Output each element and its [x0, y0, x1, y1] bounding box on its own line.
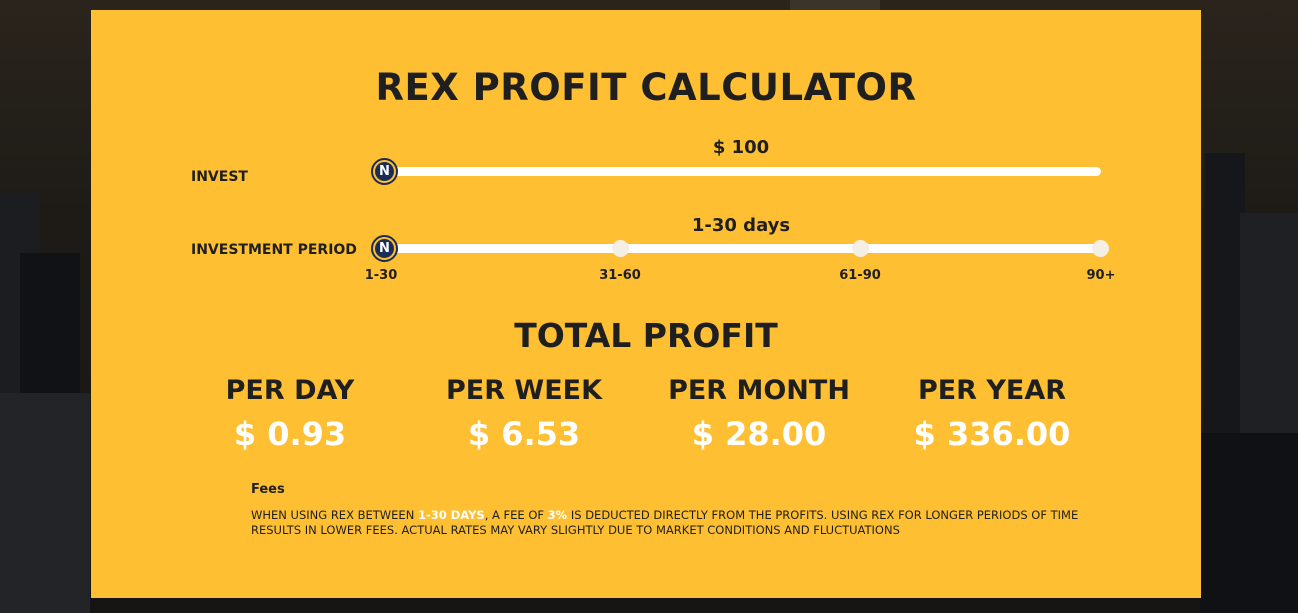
profit-period-label: PER DAY: [225, 375, 355, 406]
thumb-logo-icon: N: [375, 162, 394, 181]
profit-per-week: PER WEEK $ 6.53: [404, 374, 644, 456]
profit-per-day: PER DAY $ 0.93: [170, 374, 410, 456]
profit-period-label: PER WEEK: [445, 375, 602, 406]
profit-period-label: PER MONTH: [668, 375, 850, 406]
period-stop-31-60[interactable]: [612, 240, 629, 257]
profit-period-value: $ 28.00: [691, 415, 827, 453]
profit-period-value: $ 0.93: [233, 415, 347, 453]
fees-highlight-days: 1-30 days: [417, 508, 485, 522]
invest-slider-track[interactable]: [385, 167, 1101, 176]
invest-slider-thumb[interactable]: N: [371, 158, 398, 185]
calculator-card: REX PROFIT CALCULATOR INVEST $ 100 N INV…: [91, 10, 1201, 598]
building-shape: [0, 393, 90, 613]
period-slider-track[interactable]: [385, 244, 1101, 253]
fees-description: When using REX between 1-30 days, a fee …: [251, 508, 1091, 538]
period-tick-label: 90+: [1086, 268, 1116, 283]
invest-label: INVEST: [191, 169, 248, 185]
period-tick-label: 1-30: [364, 268, 398, 283]
thumb-logo-icon: N: [375, 239, 394, 258]
profit-period-label: PER YEAR: [917, 375, 1067, 406]
profit-per-month: PER MONTH $ 28.00: [639, 374, 879, 456]
period-stop-90-plus[interactable]: [1092, 240, 1109, 257]
period-tick-label: 61-90: [839, 268, 881, 283]
fees-text-segment: is deducted directly from the profits. U…: [251, 508, 1079, 537]
period-tick-label: 31-60: [599, 268, 641, 283]
fees-text-segment: , a fee of: [484, 508, 548, 522]
period-label: INVESTMENT PERIOD: [191, 242, 357, 258]
invest-value: $ 100: [712, 137, 770, 158]
period-slider-thumb[interactable]: N: [371, 235, 398, 262]
fees-text-segment: When using REX between: [251, 508, 418, 522]
page-title: REX PROFIT CALCULATOR: [375, 66, 917, 109]
fees-heading: Fees: [251, 482, 285, 497]
fees-highlight-percent: 3%: [547, 508, 568, 522]
building-shape: [790, 0, 880, 10]
profit-period-value: $ 6.53: [467, 415, 581, 453]
total-profit-heading: TOTAL PROFIT: [514, 316, 778, 355]
building-shape: [1200, 433, 1298, 613]
period-stop-61-90[interactable]: [852, 240, 869, 257]
profit-period-value: $ 336.00: [913, 415, 1071, 453]
period-value: 1-30 days: [691, 215, 791, 236]
profit-per-year: PER YEAR $ 336.00: [872, 374, 1112, 456]
